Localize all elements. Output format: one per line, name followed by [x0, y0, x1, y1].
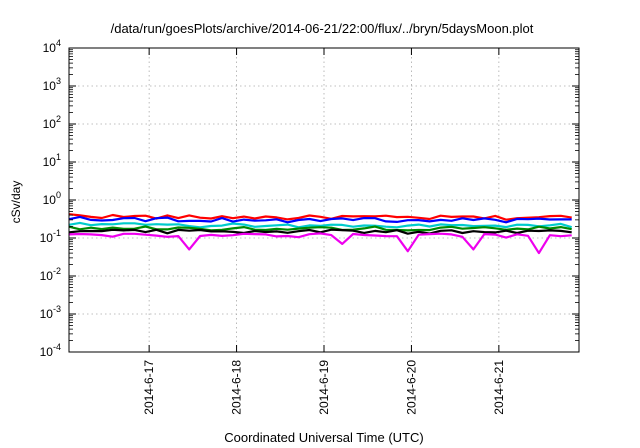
chart-title: /data/run/goesPlots/archive/2014-06-21/2…	[111, 21, 534, 36]
grid	[69, 48, 579, 352]
series-group	[68, 213, 573, 255]
x-axis-label: Coordinated Universal Time (UTC)	[224, 430, 423, 445]
ticks: 10-410-310-210-11001011021031042014-6-17…	[40, 38, 579, 415]
x-tick-label: 2014-6-17	[142, 360, 156, 415]
x-tick-label: 2014-6-18	[230, 360, 244, 415]
series-line	[68, 232, 572, 255]
series-line	[68, 225, 572, 232]
series-line	[68, 213, 572, 221]
series-line	[68, 215, 572, 224]
y-axis-label: cSv/day	[9, 181, 23, 224]
series-line	[68, 221, 573, 229]
x-tick-label: 2014-6-20	[404, 360, 418, 415]
x-tick-label: 2014-6-19	[317, 360, 331, 415]
x-tick-label: 2014-6-21	[492, 360, 506, 415]
